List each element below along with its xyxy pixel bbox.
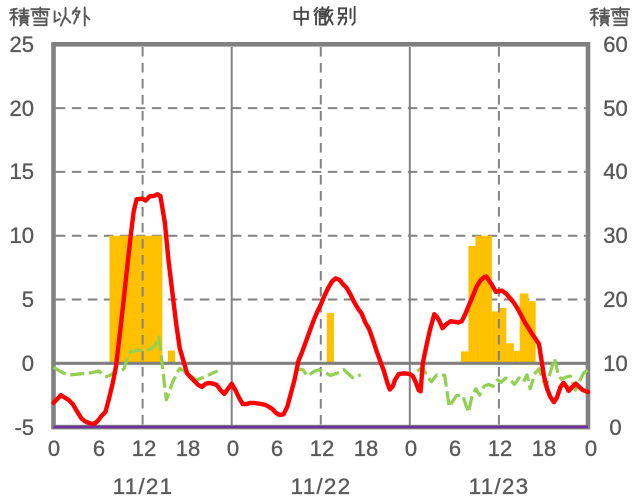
svg-text:10: 10 [10,223,34,248]
svg-text:0: 0 [585,436,597,461]
svg-text:11/23: 11/23 [469,474,530,499]
svg-text:6: 6 [449,436,461,461]
svg-text:5: 5 [22,287,34,312]
svg-text:15: 15 [10,159,34,184]
svg-text:18: 18 [532,436,556,461]
svg-text:11/21: 11/21 [113,474,174,499]
svg-text:0: 0 [227,436,239,461]
svg-text:40: 40 [603,159,627,184]
svg-text:0: 0 [22,351,34,376]
svg-text:12: 12 [488,436,512,461]
svg-text:0: 0 [48,436,60,461]
svg-text:18: 18 [354,436,378,461]
svg-text:12: 12 [310,436,334,461]
svg-text:6: 6 [271,436,283,461]
svg-text:-5: -5 [14,415,34,440]
svg-text:6: 6 [93,436,105,461]
svg-text:20: 20 [10,96,34,121]
svg-text:30: 30 [603,223,627,248]
svg-text:50: 50 [603,96,627,121]
svg-text:60: 60 [603,32,627,57]
svg-text:10: 10 [603,351,627,376]
svg-text:18: 18 [176,436,200,461]
svg-text:20: 20 [603,287,627,312]
svg-text:0: 0 [405,436,417,461]
svg-text:0: 0 [609,415,621,440]
svg-text:11/22: 11/22 [291,474,352,499]
svg-text:25: 25 [10,32,34,57]
svg-text:12: 12 [132,436,156,461]
